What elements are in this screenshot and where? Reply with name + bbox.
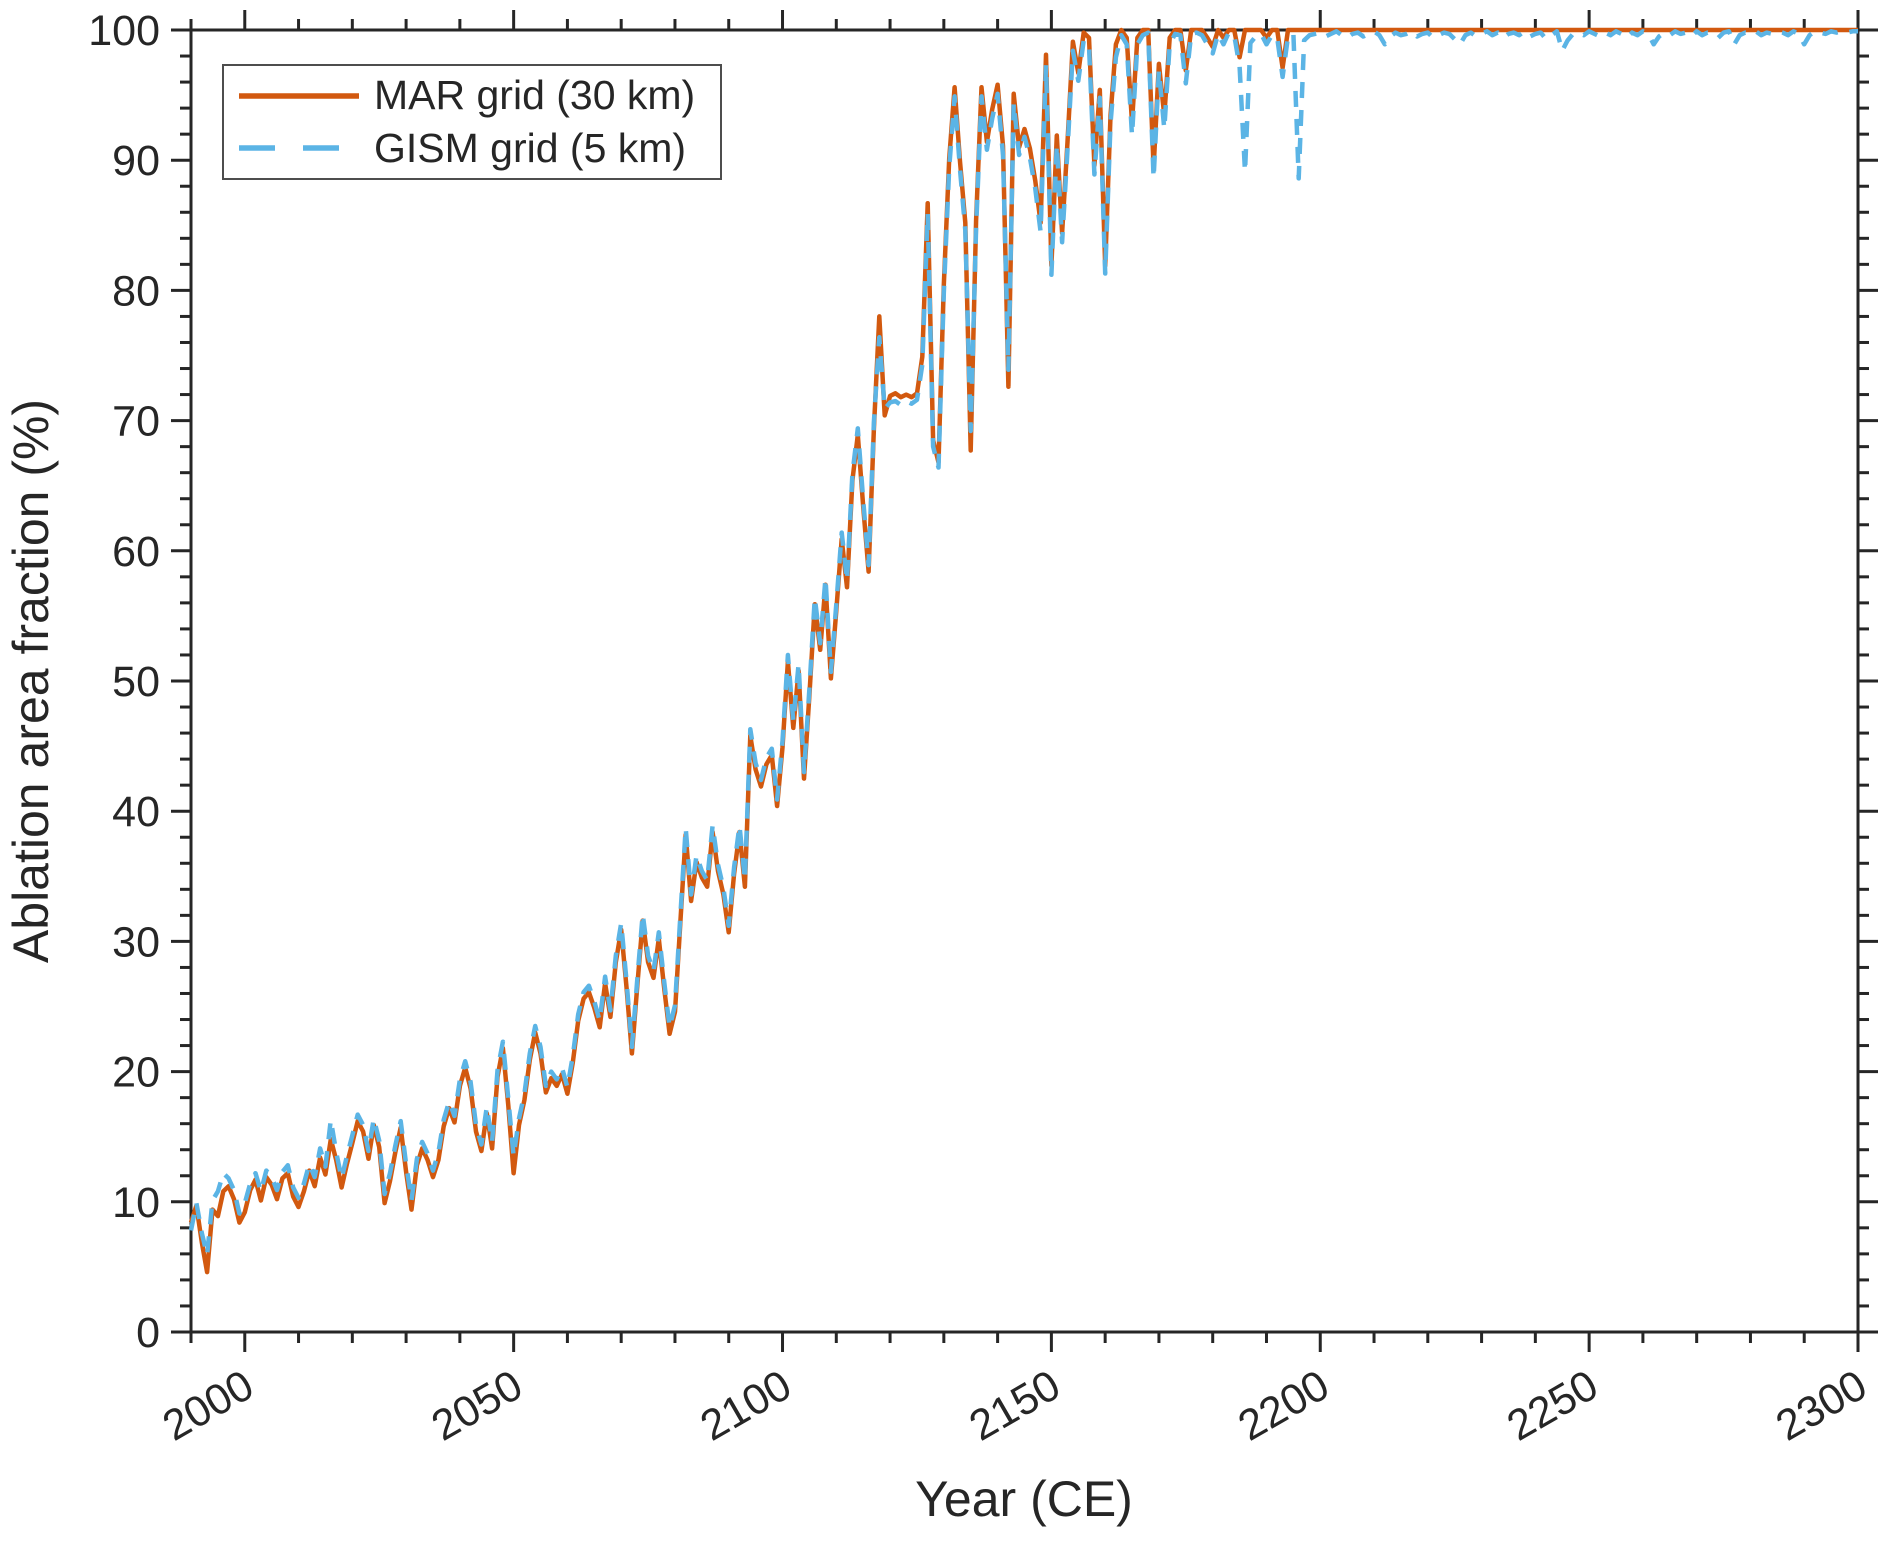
y-tick-label: 80 xyxy=(112,267,160,315)
y-tick-label: 90 xyxy=(112,137,160,185)
legend: MAR grid (30 km) GISM grid (5 km) xyxy=(222,64,722,180)
y-tick-label: 10 xyxy=(112,1179,160,1227)
x-tick-label: 2100 xyxy=(693,1361,800,1450)
y-tick-label: 100 xyxy=(88,7,160,55)
gism-dashed-line-swatch-icon xyxy=(239,145,359,152)
y-tick-label: 70 xyxy=(112,398,160,446)
y-tick-label: 0 xyxy=(136,1309,160,1357)
legend-entry-mar: MAR grid (30 km) xyxy=(224,73,720,119)
y-tick-label: 30 xyxy=(112,918,160,966)
mar-series-line xyxy=(188,27,1858,1275)
legend-entry-gism: GISM grid (5 km) xyxy=(224,125,720,171)
x-axis-label: Year (CE) xyxy=(915,1471,1133,1527)
axis-tick-labels: 2000 2050 2100 2150 2200 2250 2300 0 10 20 30 40 50 6… xyxy=(88,7,1875,1450)
x-tick-label: 2150 xyxy=(962,1361,1069,1450)
axis-ticks xyxy=(171,10,1878,1352)
x-tick-label: 2050 xyxy=(424,1361,531,1450)
y-tick-label: 50 xyxy=(112,658,160,706)
plot-frame xyxy=(189,28,1860,1334)
y-tick-label: 40 xyxy=(112,788,160,836)
legend-label-mar: MAR grid (30 km) xyxy=(374,72,696,119)
mar-line-swatch-icon xyxy=(239,92,359,99)
x-tick-label: 2250 xyxy=(1499,1361,1606,1450)
y-tick-label: 20 xyxy=(112,1049,160,1097)
y-axis-label: Ablation area fraction (%) xyxy=(3,399,59,963)
x-tick-label: 2200 xyxy=(1230,1361,1337,1450)
y-tick-label: 60 xyxy=(112,528,160,576)
gism-series-line xyxy=(188,29,1858,1258)
legend-label-gism: GISM grid (5 km) xyxy=(374,124,687,171)
x-tick-label: 2000 xyxy=(155,1361,262,1450)
x-tick-label: 2300 xyxy=(1768,1361,1875,1450)
